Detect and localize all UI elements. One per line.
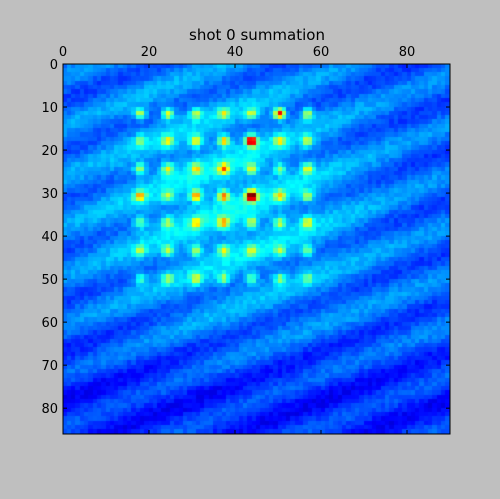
x-tick-label: 0: [59, 45, 67, 60]
chart-title: shot 0 summation: [189, 26, 325, 44]
x-axis-ticks: 0 20 40 60 80: [59, 45, 415, 434]
y-tick-label: 80: [41, 402, 58, 417]
y-tick-label: 10: [41, 101, 58, 116]
y-tick-label: 50: [41, 273, 58, 288]
x-tick-label: 20: [141, 45, 158, 60]
y-tick-label: 40: [41, 230, 58, 245]
x-tick-label: 40: [227, 45, 244, 60]
y-axis-ticks: 0 10 20 30 40 50 60 70 80: [41, 58, 450, 417]
y-tick-label: 30: [41, 187, 58, 202]
y-tick-label: 60: [41, 316, 58, 331]
y-tick-label: 70: [41, 359, 58, 374]
y-tick-label: 20: [41, 144, 58, 159]
x-tick-label: 80: [399, 45, 416, 60]
plot-frame: [62, 63, 451, 435]
y-tick-label: 0: [50, 58, 58, 73]
heatmap-image: [63, 64, 450, 434]
plot-area-wrapper: [63, 64, 450, 434]
x-tick-label: 60: [313, 45, 330, 60]
